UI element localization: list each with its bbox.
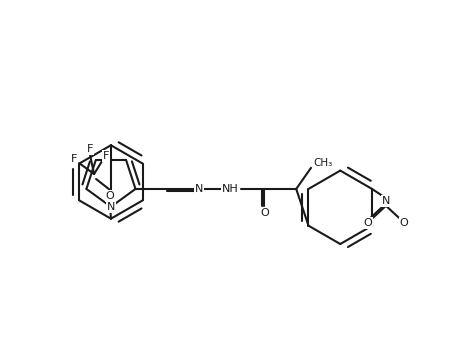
Text: NH: NH <box>222 184 239 194</box>
Text: O: O <box>106 191 114 201</box>
Text: N: N <box>107 202 115 212</box>
Text: N: N <box>195 184 203 194</box>
Text: F: F <box>103 151 109 161</box>
Text: O: O <box>260 208 269 218</box>
Text: F: F <box>71 154 77 164</box>
Text: O: O <box>364 218 372 228</box>
Text: F: F <box>87 144 94 154</box>
Text: O: O <box>400 218 408 228</box>
Text: CH₃: CH₃ <box>313 158 333 168</box>
Text: N: N <box>382 196 390 206</box>
